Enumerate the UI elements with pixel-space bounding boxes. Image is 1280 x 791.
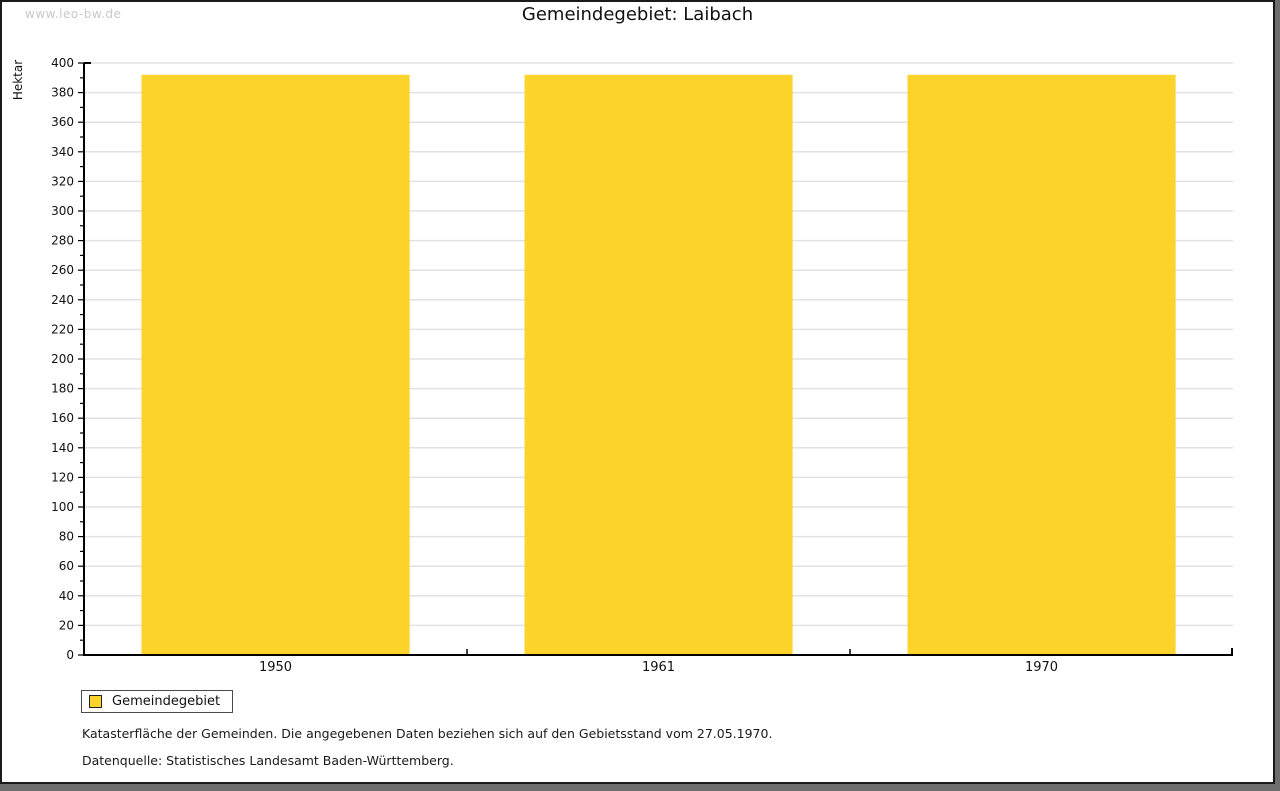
y-tick-label: 300 <box>51 204 74 218</box>
y-tick-label: 80 <box>59 530 74 544</box>
y-tick-label: 60 <box>59 559 74 573</box>
y-tick-label: 120 <box>51 470 74 484</box>
x-tick-label: 1970 <box>1025 660 1058 675</box>
y-tick-label: 160 <box>51 411 74 425</box>
legend-label: Gemeindegebiet <box>112 694 221 709</box>
legend: Gemeindegebiet <box>81 690 234 713</box>
y-tick-label: 400 <box>51 56 74 70</box>
y-tick-label: 200 <box>51 352 74 366</box>
x-tick-label: 1961 <box>642 660 675 675</box>
y-tick-label: 20 <box>59 618 74 632</box>
chart-title: Gemeindegebiet: Laibach <box>521 4 754 25</box>
x-tick-labels: 1950 1961 1970 <box>259 660 1058 675</box>
y-tick-labels: 0 20 40 60 80 100 120 140 160 180 200 220 240 260 280 3… <box>51 56 74 662</box>
y-tick-label: 180 <box>51 382 74 396</box>
y-tick-label: 100 <box>51 500 74 514</box>
y-tick-label: 0 <box>66 648 74 662</box>
bar-1961 <box>524 74 793 656</box>
x-tick-label: 1950 <box>259 660 292 675</box>
bar-1950 <box>141 74 410 656</box>
y-tick-label: 380 <box>51 86 74 100</box>
y-tick-label: 140 <box>51 441 74 455</box>
bar-chart: 0 20 40 60 80 100 120 140 160 180 200 220 240 260 280 3… <box>11 56 1233 675</box>
y-tick-label: 240 <box>51 293 74 307</box>
y-axis-label: Hektar <box>11 60 25 100</box>
y-tick-label: 40 <box>59 589 74 603</box>
watermark: www.leo-bw.de <box>25 7 122 21</box>
y-tick-label: 220 <box>51 322 74 336</box>
legend-swatch <box>89 695 102 708</box>
y-ticks <box>78 62 84 656</box>
bars <box>141 74 1176 656</box>
data-source: Datenquelle: Statistisches Landesamt Bad… <box>82 753 454 768</box>
y-tick-label: 360 <box>51 115 74 129</box>
footnote: Katasterfläche der Gemeinden. Die angege… <box>82 726 773 741</box>
y-tick-label: 280 <box>51 234 74 248</box>
y-tick-label: 320 <box>51 174 74 188</box>
y-tick-label: 340 <box>51 145 74 159</box>
y-tick-label: 260 <box>51 263 74 277</box>
bar-1970 <box>907 74 1176 656</box>
